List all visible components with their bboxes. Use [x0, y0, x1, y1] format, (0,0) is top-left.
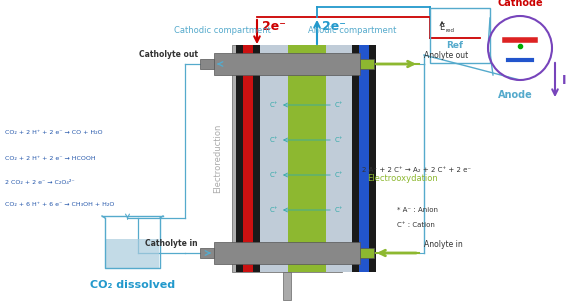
- Bar: [369, 45, 376, 272]
- Text: Electroreduction: Electroreduction: [213, 124, 222, 193]
- Bar: [214, 242, 360, 264]
- Text: C⁺: C⁺: [335, 207, 343, 213]
- Text: Anolyte in: Anolyte in: [424, 240, 463, 249]
- Text: C⁺: C⁺: [270, 207, 278, 213]
- Bar: [260, 45, 288, 272]
- Bar: [232, 45, 342, 272]
- Text: CO₂ + 2 H⁺ + 2 e⁻ → CO + H₂O: CO₂ + 2 H⁺ + 2 e⁻ → CO + H₂O: [5, 130, 103, 136]
- Bar: [360, 59, 374, 69]
- Text: Electrooxydation: Electrooxydation: [367, 174, 438, 183]
- Text: C⁺: C⁺: [335, 172, 343, 178]
- Bar: [214, 53, 360, 75]
- Bar: [352, 45, 359, 272]
- Text: 2e⁻: 2e⁻: [322, 21, 346, 34]
- Text: C⁺: C⁺: [270, 137, 278, 143]
- Bar: [200, 59, 214, 69]
- Text: 2 A⁻ + 2 C⁺ → A₂ + 2 C⁺ + 2 e⁻: 2 A⁻ + 2 C⁺ → A₂ + 2 C⁺ + 2 e⁻: [362, 167, 471, 173]
- Bar: [430, 8, 490, 63]
- Text: red: red: [446, 28, 455, 34]
- Text: Cathodic compartment: Cathodic compartment: [174, 26, 270, 35]
- Text: Catholyte out: Catholyte out: [139, 50, 198, 59]
- Text: Ref: Ref: [446, 41, 463, 50]
- Text: Anode: Anode: [498, 90, 532, 100]
- Text: Anolyte out: Anolyte out: [424, 51, 468, 60]
- Text: Anodic compartment: Anodic compartment: [308, 26, 396, 35]
- Bar: [288, 45, 326, 272]
- Text: I: I: [562, 73, 566, 86]
- Text: C⁺: C⁺: [335, 102, 343, 108]
- Text: * A⁻ : Anion: * A⁻ : Anion: [397, 207, 438, 213]
- Bar: [359, 45, 369, 272]
- Text: Catholyte in: Catholyte in: [145, 239, 198, 248]
- Bar: [360, 248, 374, 258]
- Text: C⁺: C⁺: [270, 172, 278, 178]
- Text: Cathode: Cathode: [497, 0, 543, 8]
- Bar: [243, 45, 253, 272]
- Text: C⁺: C⁺: [335, 137, 343, 143]
- Text: 2e⁻: 2e⁻: [262, 21, 286, 34]
- Bar: [326, 45, 352, 272]
- Text: CO₂ dissolved: CO₂ dissolved: [90, 280, 175, 290]
- Text: E: E: [439, 24, 445, 33]
- Text: CO₂ + 2 H⁺ + 2 e⁻ → HCOOH: CO₂ + 2 H⁺ + 2 e⁻ → HCOOH: [5, 156, 96, 160]
- Bar: [283, 272, 291, 300]
- Bar: [106, 239, 159, 268]
- Bar: [236, 45, 243, 272]
- Text: 2 CO₂ + 2 e⁻ → C₂O₄²⁻: 2 CO₂ + 2 e⁻ → C₂O₄²⁻: [5, 181, 75, 185]
- Text: CO₂ + 6 H⁺ + 6 e⁻ → CH₃OH + H₂O: CO₂ + 6 H⁺ + 6 e⁻ → CH₃OH + H₂O: [5, 203, 115, 207]
- Bar: [253, 45, 260, 272]
- Bar: [200, 248, 214, 258]
- Text: C⁺: C⁺: [270, 102, 278, 108]
- Text: C⁺ : Cation: C⁺ : Cation: [397, 222, 435, 228]
